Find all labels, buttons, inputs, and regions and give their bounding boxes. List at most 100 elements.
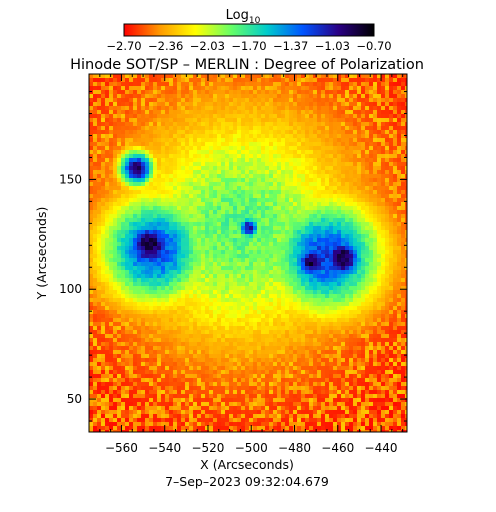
heatmap-cell [105, 242, 109, 246]
heatmap-cell [321, 278, 325, 282]
heatmap-cell [309, 114, 313, 118]
heatmap-cell [341, 130, 345, 134]
heatmap-cell [117, 78, 121, 82]
heatmap-cell [341, 170, 345, 174]
heatmap-cell [377, 102, 381, 106]
heatmap-cell [353, 154, 357, 158]
heatmap-cell [205, 166, 209, 170]
heatmap-cell [169, 78, 173, 82]
heatmap-cell [129, 130, 133, 134]
heatmap-cell [109, 134, 113, 138]
heatmap-cell [385, 94, 389, 98]
heatmap-cell [181, 246, 185, 250]
heatmap-cell [125, 114, 129, 118]
heatmap-cell [341, 194, 345, 198]
heatmap-cell [149, 98, 153, 102]
heatmap-cell [325, 134, 329, 138]
heatmap-cell [405, 262, 407, 266]
heatmap-cell [257, 254, 261, 258]
heatmap-cell [169, 90, 173, 94]
heatmap-cell [245, 238, 249, 242]
heatmap-cell [129, 318, 133, 322]
heatmap-cell [209, 174, 213, 178]
heatmap-cell [325, 182, 329, 186]
heatmap-cell [113, 90, 117, 94]
heatmap-cell [309, 118, 313, 122]
heatmap-cell [265, 126, 269, 130]
heatmap-cell [297, 254, 301, 258]
heatmap-cell [241, 78, 245, 82]
heatmap-cell [341, 218, 345, 222]
heatmap-cell [373, 206, 377, 210]
heatmap-cell [249, 102, 253, 106]
heatmap-cell [281, 266, 285, 270]
heatmap-cell [117, 122, 121, 126]
colorbar-tick-label: −1.70 [231, 39, 266, 53]
heatmap-cell [269, 78, 273, 82]
heatmap-cell [293, 234, 297, 238]
heatmap-cell [157, 102, 161, 106]
heatmap-cell [305, 74, 309, 78]
heatmap-cell [373, 222, 377, 226]
heatmap-cell [305, 190, 309, 194]
heatmap-cell [221, 134, 225, 138]
heatmap-cell [309, 230, 313, 234]
heatmap-cell [193, 202, 197, 206]
heatmap-cell [353, 206, 357, 210]
heatmap-cell [229, 210, 233, 214]
heatmap-cell [353, 190, 357, 194]
heatmap-cell [225, 218, 229, 222]
heatmap-cell [105, 234, 109, 238]
heatmap-cell [133, 302, 137, 306]
heatmap-cell [157, 118, 161, 122]
heatmap-cell [277, 262, 281, 266]
heatmap-cell [213, 98, 217, 102]
heatmap-cell [297, 278, 301, 282]
heatmap-cell [237, 110, 241, 114]
heatmap-cell [285, 146, 289, 150]
heatmap-cell [317, 162, 321, 166]
heatmap-cell [297, 150, 301, 154]
heatmap-cell [129, 118, 133, 122]
heatmap-cell [281, 158, 285, 162]
heatmap-cell [157, 166, 161, 170]
heatmap-cell [93, 118, 97, 122]
heatmap-cell [293, 90, 297, 94]
heatmap-cell [285, 170, 289, 174]
heatmap-cell [161, 286, 165, 290]
heatmap-cell [289, 262, 293, 266]
heatmap-cell [181, 174, 185, 178]
heatmap-cell [121, 94, 125, 98]
heatmap-cell [401, 242, 405, 246]
heatmap-cell [361, 210, 365, 214]
heatmap-cell [165, 258, 169, 262]
heatmap-cell [117, 298, 121, 302]
heatmap-cell [285, 226, 289, 230]
heatmap-cell [105, 274, 109, 278]
heatmap-cell [209, 94, 213, 98]
heatmap-cell [249, 150, 253, 154]
heatmap-cell [377, 238, 381, 242]
heatmap-cell [141, 130, 145, 134]
heatmap-cell [333, 218, 337, 222]
heatmap-cell [161, 294, 165, 298]
heatmap-cell [253, 274, 257, 278]
heatmap-cell [249, 158, 253, 162]
heatmap-cell [313, 190, 317, 194]
heatmap-cell [217, 206, 221, 210]
heatmap-cell [277, 294, 281, 298]
heatmap-cell [345, 198, 349, 202]
heatmap-cell [317, 174, 321, 178]
colorbar-tick-label: −2.70 [106, 39, 141, 53]
heatmap-cell [121, 194, 125, 198]
heatmap-cell [109, 302, 113, 306]
heatmap-cell [233, 278, 237, 282]
heatmap-cell [281, 254, 285, 258]
heatmap-cell [377, 210, 381, 214]
heatmap-cell [213, 222, 217, 226]
heatmap-cell [345, 118, 349, 122]
heatmap-cell [229, 86, 233, 90]
heatmap-cell [289, 250, 293, 254]
heatmap-cell [209, 98, 213, 102]
heatmap-cell [317, 246, 321, 250]
